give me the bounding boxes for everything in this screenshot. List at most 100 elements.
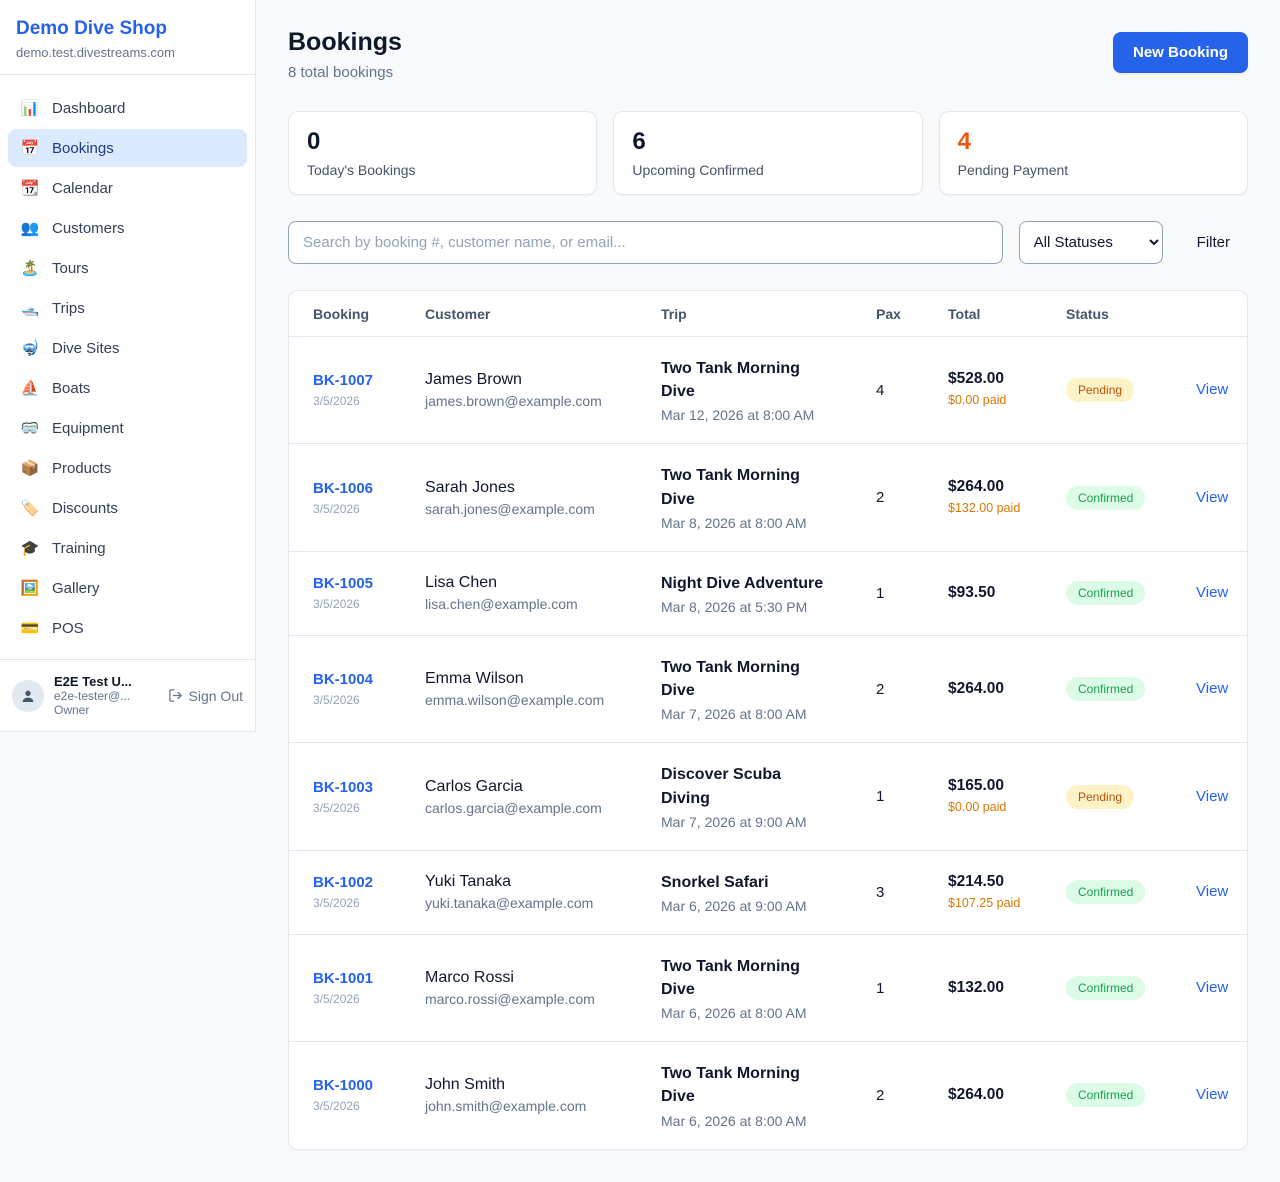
customer-name: John Smith — [425, 1076, 506, 1094]
trip-name: Night Dive Adventure — [661, 574, 824, 592]
sidebar-item-discounts[interactable]: 🏷️ Discounts — [8, 489, 247, 527]
page-title: Bookings — [288, 28, 402, 56]
view-link[interactable]: View — [1196, 787, 1229, 805]
sign-out-label: Sign Out — [188, 687, 243, 704]
sidebar-item-customers[interactable]: 👥 Customers — [8, 209, 247, 247]
customer-name: James Brown — [425, 371, 522, 389]
sidebar-item-gallery[interactable]: 🖼️ Gallery — [8, 569, 247, 607]
view-link[interactable]: View — [1196, 883, 1229, 901]
table-row: BK-1007 3/5/2026 James Brown james.brown… — [289, 337, 1247, 445]
view-link[interactable]: View — [1196, 979, 1229, 997]
customer-cell: Carlos Garcia carlos.garcia@example.com — [425, 778, 661, 816]
view-link[interactable]: View — [1196, 680, 1229, 698]
sidebar-item-products[interactable]: 📦 Products — [8, 449, 247, 487]
sidebar-item-tours[interactable]: 🏝️ Tours — [8, 249, 247, 287]
sidebar-item-dive-sites[interactable]: 🤿 Dive Sites — [8, 329, 247, 367]
customer-name: Carlos Garcia — [425, 777, 523, 795]
total-amount: $132.00 — [948, 979, 1005, 997]
pax-count: 2 — [876, 489, 885, 507]
booking-link[interactable]: BK-1006 — [313, 479, 374, 497]
sidebar-item-dashboard[interactable]: 📊 Dashboard — [8, 89, 247, 127]
sidebar-item-boats[interactable]: ⛵ Boats — [8, 369, 247, 407]
view-link[interactable]: View — [1196, 381, 1229, 399]
total-amount: $93.50 — [948, 584, 996, 602]
trip-cell: Two Tank Morning Dive Mar 7, 2026 at 8:0… — [661, 656, 876, 722]
view-link[interactable]: View — [1196, 1086, 1229, 1104]
status-badge: Confirmed — [1066, 581, 1146, 606]
stat-card-upcoming: 6 Upcoming Confirmed — [613, 111, 923, 195]
booking-link[interactable]: BK-1003 — [313, 778, 374, 796]
column-header: Customer — [425, 305, 491, 322]
sign-out-button[interactable]: Sign Out — [168, 688, 243, 704]
sidebar-item-trips[interactable]: 🛥️ Trips — [8, 289, 247, 327]
search-input[interactable] — [288, 221, 1003, 264]
status-filter-select[interactable]: All Statuses — [1018, 221, 1163, 264]
sign-out-icon — [168, 688, 183, 703]
customers-icon: 👥 — [20, 220, 40, 237]
table-row: BK-1004 3/5/2026 Emma Wilson emma.wilson… — [289, 636, 1247, 744]
total-cell: $165.00 $0.00 paid — [948, 777, 1066, 817]
customer-cell: Lisa Chen lisa.chen@example.com — [425, 574, 661, 612]
view-cell: View — [1196, 883, 1228, 901]
sidebar: Demo Dive Shop demo.test.divestreams.com… — [0, 0, 256, 732]
table-row: BK-1006 3/5/2026 Sarah Jones sarah.jones… — [289, 444, 1247, 552]
sidebar-item-pos[interactable]: 💳 POS — [8, 609, 247, 647]
view-link[interactable]: View — [1196, 488, 1229, 506]
booking-cell: BK-1001 3/5/2026 — [313, 970, 425, 1006]
sidebar-item-equipment[interactable]: 🥽 Equipment — [8, 409, 247, 447]
booking-date: 3/5/2026 — [313, 597, 360, 612]
tours-icon: 🏝️ — [20, 260, 40, 277]
customer-cell: James Brown james.brown@example.com — [425, 371, 661, 409]
status-badge: Confirmed — [1066, 880, 1146, 905]
status-cell: Confirmed — [1066, 976, 1196, 1001]
booking-link[interactable]: BK-1001 — [313, 970, 374, 988]
boats-icon: ⛵ — [20, 380, 40, 397]
paid-amount: $0.00 paid — [948, 393, 1007, 408]
dashboard-icon: 📊 — [20, 100, 40, 117]
trip-datetime: Mar 6, 2026 at 8:00 AM — [661, 1005, 807, 1022]
trip-datetime: Mar 6, 2026 at 9:00 AM — [661, 897, 807, 914]
trip-datetime: Mar 8, 2026 at 8:00 AM — [661, 514, 807, 531]
trip-name: Snorkel Safari — [661, 873, 769, 891]
customer-cell: Sarah Jones sarah.jones@example.com — [425, 479, 661, 517]
view-link[interactable]: View — [1196, 584, 1229, 602]
stats-row: 0 Today's Bookings 6 Upcoming Confirmed … — [288, 111, 1248, 195]
booking-link[interactable]: BK-1004 — [313, 671, 374, 689]
trip-cell: Two Tank Morning Dive Mar 12, 2026 at 8:… — [661, 357, 876, 423]
user-info: E2E Test U... e2e-tester@... Owner — [54, 674, 158, 717]
customer-name: Yuki Tanaka — [425, 873, 511, 891]
total-cell: $93.50 — [948, 584, 1066, 602]
trip-name: Discover Scuba Diving — [661, 766, 782, 807]
trip-datetime: Mar 6, 2026 at 8:00 AM — [661, 1112, 807, 1129]
training-icon: 🎓 — [20, 540, 40, 557]
pax-count: 2 — [876, 680, 885, 698]
trip-cell: Two Tank Morning Dive Mar 8, 2026 at 8:0… — [661, 464, 876, 530]
sidebar-item-training[interactable]: 🎓 Training — [8, 529, 247, 567]
pos-icon: 💳 — [20, 620, 40, 637]
new-booking-button[interactable]: New Booking — [1112, 32, 1248, 73]
sidebar-item-label: Calendar — [52, 179, 113, 197]
booking-link[interactable]: BK-1007 — [313, 372, 374, 390]
booking-link[interactable]: BK-1005 — [313, 575, 374, 593]
customer-cell: Marco Rossi marco.rossi@example.com — [425, 969, 661, 1007]
filter-button[interactable]: Filter — [1179, 234, 1248, 251]
status-badge: Confirmed — [1066, 677, 1146, 702]
booking-cell: BK-1003 3/5/2026 — [313, 779, 425, 815]
status-badge: Pending — [1066, 378, 1135, 403]
trip-datetime: Mar 7, 2026 at 9:00 AM — [661, 813, 807, 830]
booking-date: 3/5/2026 — [313, 800, 360, 815]
brand-name[interactable]: Demo Dive Shop — [16, 18, 167, 39]
sidebar-item-bookings[interactable]: 📅 Bookings — [8, 129, 247, 167]
booking-link[interactable]: BK-1002 — [313, 874, 374, 892]
booking-cell: BK-1002 3/5/2026 — [313, 874, 425, 910]
trip-name: Two Tank Morning Dive — [661, 658, 800, 700]
avatar — [12, 679, 44, 712]
status-cell: Confirmed — [1066, 677, 1196, 702]
sidebar-item-label: Products — [52, 459, 112, 477]
trip-name: Two Tank Morning Dive — [661, 1065, 800, 1106]
user-email: e2e-tester@... — [54, 689, 131, 703]
booking-link[interactable]: BK-1000 — [313, 1077, 374, 1095]
booking-cell: BK-1006 3/5/2026 — [313, 480, 425, 516]
sidebar-item-calendar[interactable]: 📆 Calendar — [8, 169, 247, 207]
booking-date: 3/5/2026 — [313, 693, 360, 708]
